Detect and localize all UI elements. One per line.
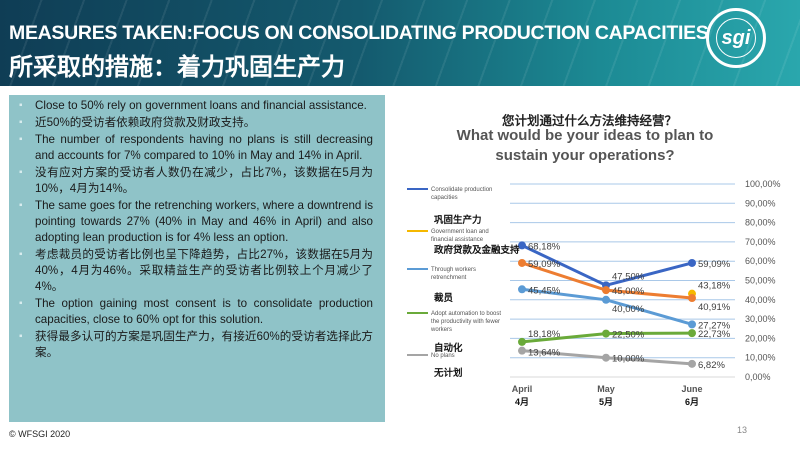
track-background [0,0,800,86]
x-tick-label-zh: 4月 [515,397,529,407]
legend-label: Adopt automation to boost the productivi… [431,311,502,333]
y-tick-label: 20,00% [745,333,776,343]
y-tick-label: 50,00% [745,276,776,286]
y-tick-label: 90,00% [745,198,776,208]
chart-title-zh: 您计划通过什么方法维持经营？ [502,114,678,128]
data-point [518,337,526,346]
data-label: 59,09% [528,259,561,270]
legend-label-zh: 裁员 [434,293,454,304]
bullet: Close to 50% rely on government loans an… [19,98,373,114]
text-panel: Close to 50% rely on government loans an… [9,95,385,422]
data-point [518,285,526,294]
data-point [688,320,696,329]
data-point [602,286,610,295]
data-point [602,295,610,304]
data-label: 13,64% [528,348,561,359]
data-point [688,359,696,368]
y-tick-label: 70,00% [745,237,776,247]
data-point [688,258,696,267]
legend-label: Government loan and financial assistance [431,229,489,243]
data-label: 45,00% [612,286,645,297]
data-point [602,353,610,362]
legend-label: Consolidate production capacities [431,187,493,201]
chart-title: What would be your ideas to plan to sust… [456,127,714,164]
data-label: 22,73% [698,329,731,340]
bullet: 没有应对方案的受访者人数仍在减少，占比7%，该数据在5月为10%，4月为14%。 [19,165,373,197]
x-tick-label-zh: 5月 [599,397,613,407]
bullet: 获得最多认可的方案是巩固生产力，有接近60%的受访者选择此方案。 [19,329,373,361]
data-label: 18,18% [528,329,561,340]
y-tick-label: 100,00% [745,179,781,189]
y-tick-label: 10,00% [745,353,776,363]
x-tick-label: April [512,384,533,394]
data-label: 6,82% [698,360,725,371]
legend-label-zh: 巩固生产力 [434,215,482,226]
page-title-zh: 所采取的措施：着力巩固生产力 [9,54,345,81]
bullet: The same goes for the retrenching worker… [19,198,373,246]
bullet: The option gaining most consent is to co… [19,296,373,328]
data-label: 68,18% [528,241,561,252]
data-label: 43,18% [698,281,731,292]
data-point [602,329,610,338]
data-label: 40,91% [698,302,731,313]
y-tick-label: 40,00% [745,295,776,305]
data-point [688,294,696,303]
data-label: 59,09% [698,259,731,270]
data-label: 10,00% [612,354,645,365]
legend-label: Through workers retrenchment [431,267,477,281]
x-tick-label-zh: 6月 [685,397,699,407]
x-tick-label: May [597,384,615,394]
data-point [688,329,696,338]
data-label: 40,00% [612,304,645,315]
page-number: 13 [737,425,748,435]
y-tick-label: 80,00% [745,218,776,228]
header-banner: MEASURES TAKEN:FOCUS ON CONSOLIDATING PR… [0,0,800,86]
data-label: 27,27% [698,320,731,331]
logo-text: sgi [716,18,756,58]
y-tick-label: 0,00% [745,372,771,382]
data-point [518,346,526,355]
data-label: 47,50% [612,271,645,282]
data-label: 45,45% [528,285,561,296]
y-tick-label: 30,00% [745,314,776,324]
data-point [518,258,526,267]
data-label: 22,50% [612,330,645,341]
page-title-en: MEASURES TAKEN:FOCUS ON CONSOLIDATING PR… [9,22,709,44]
x-tick-label: June [681,384,702,394]
legend-label-zh: 无计划 [434,368,463,379]
data-point [518,241,526,250]
bullet: 考虑裁员的受访者比例也呈下降趋势，占比27%，该数据在5月为40%，4月为46%… [19,247,373,295]
legend-label-zh: 自动化 [434,343,463,354]
bullet: The number of respondents having no plan… [19,132,373,164]
legend-label: No plans [431,353,455,359]
wfsgi-logo: sgi [706,8,766,68]
copyright: © WFSGI 2020 [9,429,71,439]
y-tick-label: 60,00% [745,256,776,266]
legend-label-zh: 政府贷款及金融支持 [434,245,520,256]
bullet: 近50%的受访者依赖政府贷款及财政支持。 [19,115,373,131]
